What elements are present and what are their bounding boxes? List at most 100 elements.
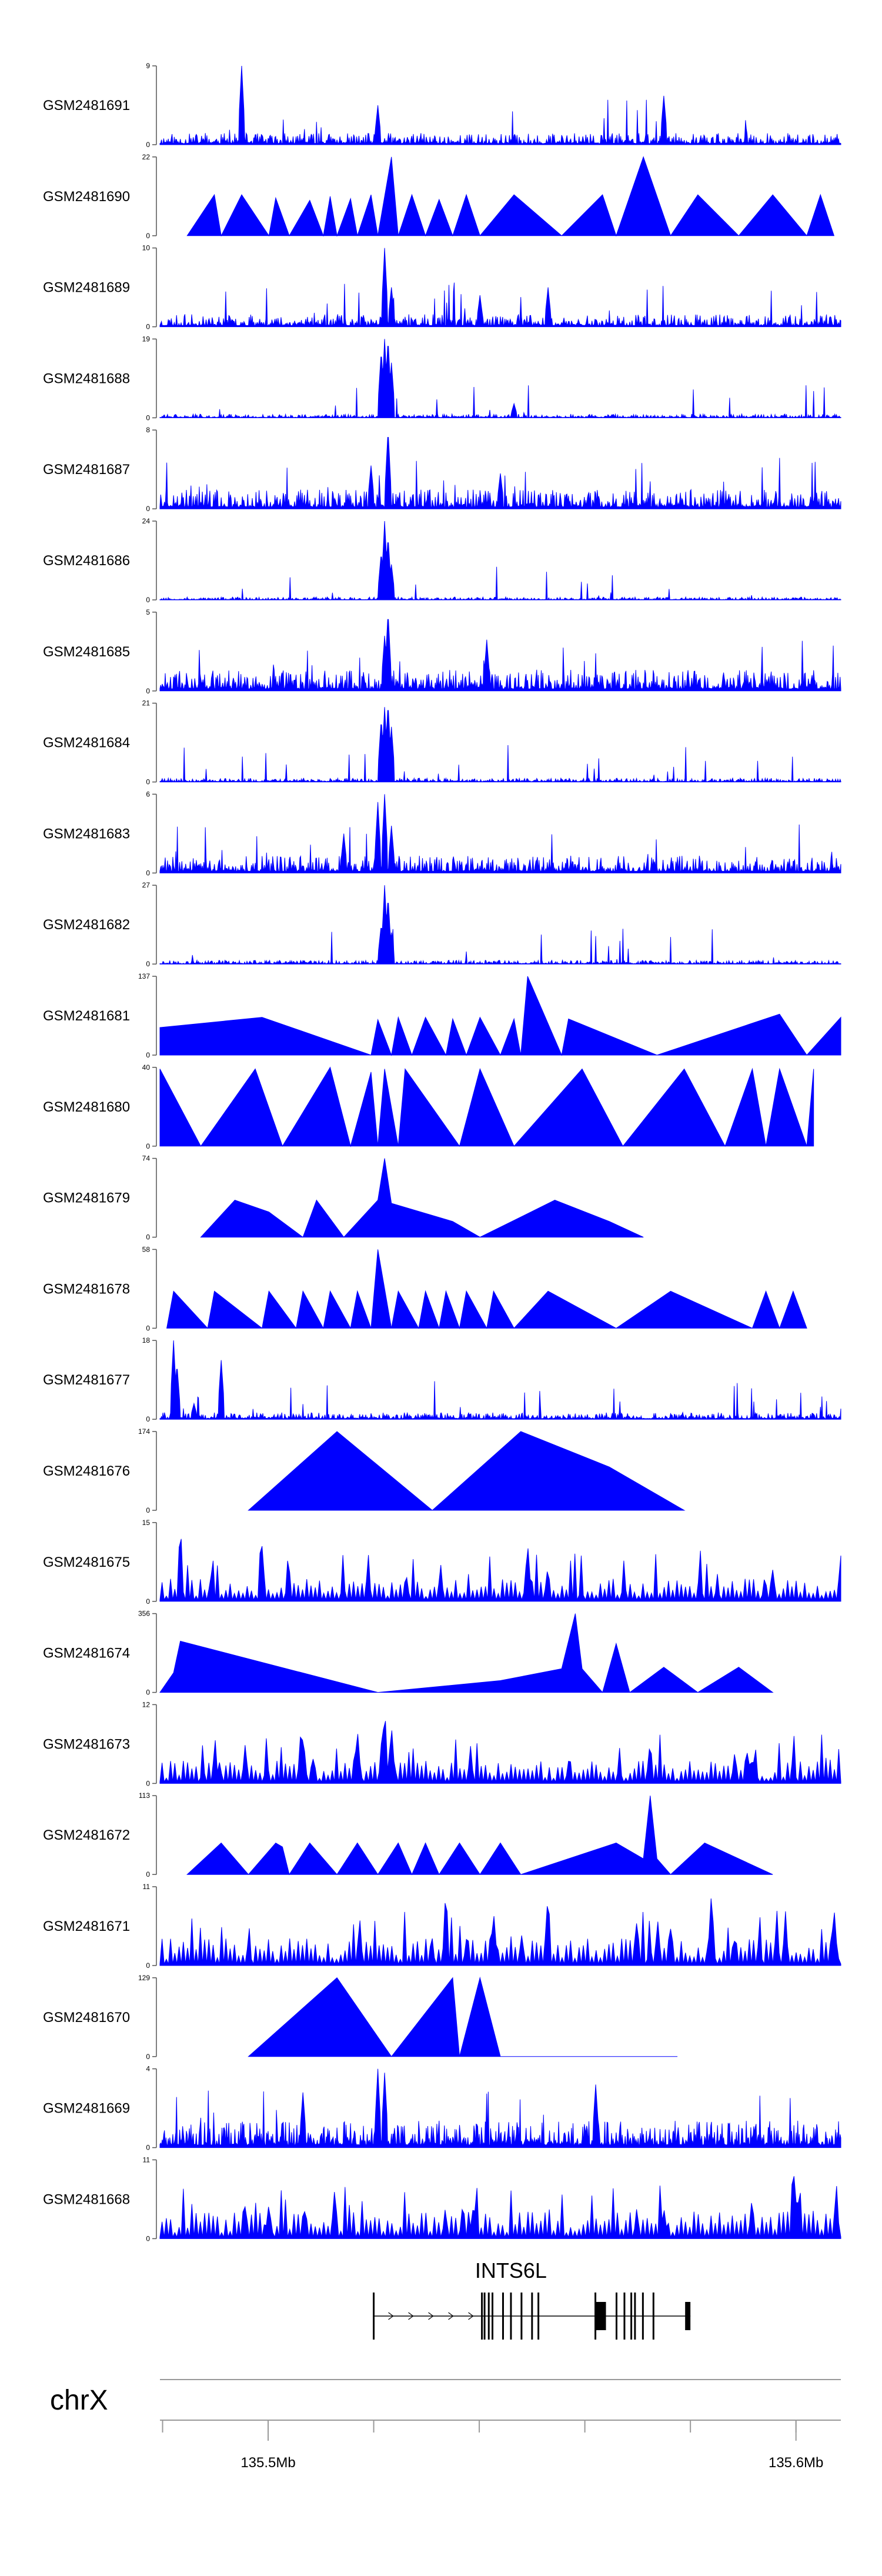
- y-axis-max-label: 10: [142, 244, 151, 252]
- coverage-area: [159, 1721, 841, 1784]
- track-GSM2481691: GSM2481691 9 0: [43, 62, 841, 149]
- coverage-area: [159, 976, 841, 1056]
- track-label: GSM2481687: [43, 462, 130, 478]
- track-GSM2481686: GSM2481686 24 0: [43, 517, 841, 604]
- y-axis-zero-label: 0: [146, 1051, 150, 1059]
- y-axis-max-label: 27: [142, 881, 151, 889]
- track-GSM2481672: GSM2481672 113 0: [43, 1791, 773, 1878]
- y-axis-zero-label: 0: [146, 323, 150, 331]
- track-label: GSM2481688: [43, 371, 130, 386]
- track-label: GSM2481686: [43, 553, 130, 569]
- y-axis-zero-label: 0: [146, 687, 150, 695]
- track-label: GSM2481671: [43, 1918, 130, 1934]
- y-axis-max-label: 24: [142, 517, 151, 525]
- y-axis-zero-label: 0: [146, 596, 150, 604]
- y-axis-zero-label: 0: [146, 1779, 150, 1787]
- strand-arrow-icon: [468, 2312, 474, 2320]
- coverage-area: [200, 1158, 644, 1238]
- track-GSM2481669: GSM2481669 4 0: [43, 2065, 841, 2152]
- track-label: GSM2481679: [43, 1190, 130, 1206]
- y-axis-zero-label: 0: [146, 232, 150, 240]
- y-axis-zero-label: 0: [146, 1597, 150, 1606]
- y-axis-max-label: 6: [146, 790, 150, 798]
- y-axis-max-label: 129: [138, 1974, 150, 1982]
- y-axis-zero-label: 0: [146, 2234, 150, 2243]
- coverage-area: [159, 2176, 841, 2239]
- y-axis-max-label: 356: [138, 1610, 150, 1618]
- track-label: GSM2481683: [43, 826, 130, 842]
- y-axis-zero-label: 0: [146, 1415, 150, 1423]
- track-GSM2481682: GSM2481682 27 0: [43, 881, 841, 968]
- coverage-area: [159, 1539, 841, 1602]
- track-label: GSM2481684: [43, 735, 130, 751]
- coverage-area: [159, 619, 841, 692]
- track-label: GSM2481672: [43, 1827, 130, 1843]
- track-label: GSM2481676: [43, 1463, 130, 1479]
- y-axis-zero-label: 0: [146, 1961, 150, 1970]
- track-GSM2481684: GSM2481684 21 0: [43, 699, 841, 786]
- strand-arrow-icon: [428, 2312, 434, 2320]
- strand-arrow-icon: [388, 2312, 394, 2320]
- track-GSM2481677: GSM2481677 18 0: [43, 1336, 841, 1423]
- coverage-area: [159, 1340, 841, 1420]
- coverage-area: [159, 1898, 841, 1966]
- track-GSM2481673: GSM2481673 12 0: [43, 1700, 841, 1787]
- track-label: GSM2481689: [43, 280, 130, 296]
- y-axis-max-label: 11: [143, 2155, 151, 2164]
- y-axis-max-label: 11: [143, 1883, 151, 1891]
- track-GSM2481668: GSM2481668 11 0: [43, 2155, 841, 2243]
- y-axis-zero-label: 0: [146, 1870, 150, 1878]
- y-axis-zero-label: 0: [146, 1689, 150, 1697]
- track-GSM2481676: GSM2481676 174 0: [43, 1427, 686, 1514]
- y-axis-max-label: 40: [142, 1063, 151, 1072]
- gene-exon-block: [595, 2302, 606, 2330]
- strand-arrow-icon: [408, 2312, 414, 2320]
- coverage-area: [248, 1976, 678, 2057]
- track-label: GSM2481685: [43, 644, 130, 660]
- y-axis-zero-label: 0: [146, 1324, 150, 1332]
- track-GSM2481683: GSM2481683 6 0: [43, 790, 841, 877]
- y-axis-max-label: 74: [142, 1154, 151, 1163]
- track-label: GSM2481675: [43, 1554, 130, 1570]
- y-axis-zero-label: 0: [146, 1506, 150, 1514]
- y-axis-max-label: 4: [146, 2065, 150, 2073]
- track-GSM2481675: GSM2481675 15 0: [43, 1519, 841, 1606]
- track-GSM2481690: GSM2481690 22 0: [43, 153, 835, 240]
- coverage-area: [159, 885, 841, 965]
- y-axis-zero-label: 0: [146, 869, 150, 877]
- track-label: GSM2481670: [43, 2010, 130, 2026]
- track-label: GSM2481677: [43, 1372, 130, 1388]
- coverage-area: [159, 520, 841, 601]
- track-GSM2481679: GSM2481679 74 0: [43, 1154, 644, 1242]
- track-GSM2481678: GSM2481678 58 0: [43, 1245, 807, 1332]
- y-axis-max-label: 21: [142, 699, 151, 708]
- y-axis-zero-label: 0: [146, 505, 150, 513]
- coverage-area: [159, 707, 841, 783]
- coverage-area: [159, 437, 841, 509]
- track-GSM2481687: GSM2481687 8 0: [43, 426, 841, 513]
- y-axis-max-label: 8: [146, 426, 150, 434]
- track-label: GSM2481669: [43, 2101, 130, 2117]
- track-GSM2481681: GSM2481681 137 0: [43, 972, 841, 1059]
- gene-name-label: INTS6L: [475, 2258, 547, 2283]
- coverage-area: [159, 1613, 774, 1693]
- y-axis-max-label: 19: [142, 335, 151, 343]
- y-axis-max-label: 58: [142, 1245, 151, 1253]
- track-GSM2481671: GSM2481671 11 0: [43, 1883, 841, 1970]
- y-axis-zero-label: 0: [146, 778, 150, 786]
- coverage-area: [166, 1249, 807, 1330]
- track-label: GSM2481668: [43, 2191, 130, 2207]
- track-GSM2481680: GSM2481680 40 0: [43, 1063, 814, 1150]
- y-axis-max-label: 15: [142, 1519, 151, 1527]
- y-axis-max-label: 9: [146, 62, 150, 70]
- track-label: GSM2481681: [43, 1008, 130, 1024]
- y-axis-max-label: 113: [139, 1791, 150, 1800]
- x-axis-label: 135.5Mb: [240, 2455, 295, 2471]
- y-axis-zero-label: 0: [146, 1142, 150, 1150]
- coverage-area: [159, 339, 841, 419]
- track-label: GSM2481680: [43, 1099, 130, 1115]
- coverage-area: [159, 794, 841, 873]
- y-axis-zero-label: 0: [146, 2144, 150, 2152]
- track-label: GSM2481678: [43, 1281, 130, 1297]
